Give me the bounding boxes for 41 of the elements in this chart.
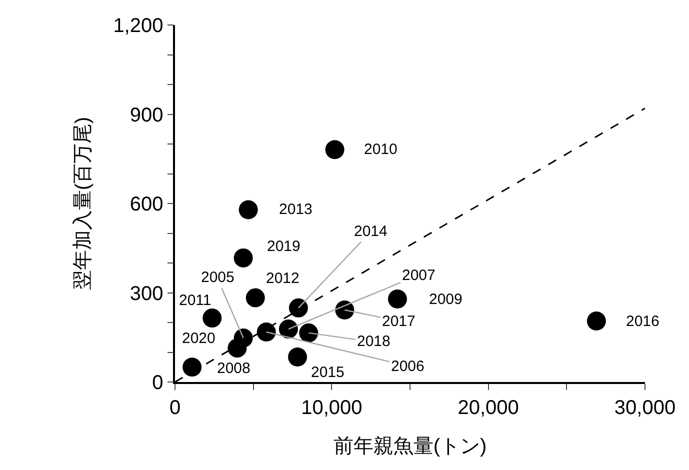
annotation: 2011	[179, 292, 212, 309]
x-tick-label: 20,000	[458, 396, 519, 419]
point	[586, 312, 606, 330]
annotation: 2007	[402, 267, 436, 284]
point	[325, 140, 344, 160]
point	[202, 308, 222, 328]
annotation: 2008	[217, 360, 250, 377]
y-tick-label: 900	[130, 104, 164, 126]
annotation: 2009	[429, 291, 462, 308]
y-tick-label: 300	[130, 282, 164, 305]
annotation: 2013	[279, 201, 312, 218]
point	[234, 248, 253, 268]
point	[299, 323, 318, 342]
annotation: 2005	[201, 269, 234, 286]
x-axis-title: 前年親魚量(トン)	[333, 436, 487, 458]
annotation: 2020	[182, 330, 216, 347]
x-tick-label: 10,000	[301, 396, 362, 419]
y-tick-label: 600	[130, 194, 164, 216]
annotation: 2018	[357, 333, 390, 350]
y-tick-label: 1,200	[113, 15, 164, 37]
x-tick-label: 0	[169, 396, 181, 419]
x-tick-label: 30,000	[614, 396, 676, 419]
point	[238, 200, 258, 220]
point	[288, 298, 308, 318]
point	[278, 320, 298, 339]
y-tick-label: 0	[152, 372, 164, 394]
point	[388, 290, 407, 308]
annotation: 2016	[626, 313, 660, 330]
point	[246, 288, 265, 308]
annotation: 2012	[266, 270, 300, 287]
annotation: 2017	[382, 313, 416, 330]
annotation: 2010	[364, 141, 398, 158]
annotation: 2014	[354, 223, 388, 240]
y-axis-title: 翌年加入量(百万尾)	[72, 116, 94, 290]
annotation: 2006	[391, 358, 424, 375]
point	[228, 338, 247, 358]
point	[182, 358, 202, 377]
point	[256, 322, 276, 342]
annotation: 2019	[267, 238, 300, 255]
annotation: 2015	[311, 364, 344, 381]
point	[288, 348, 308, 366]
